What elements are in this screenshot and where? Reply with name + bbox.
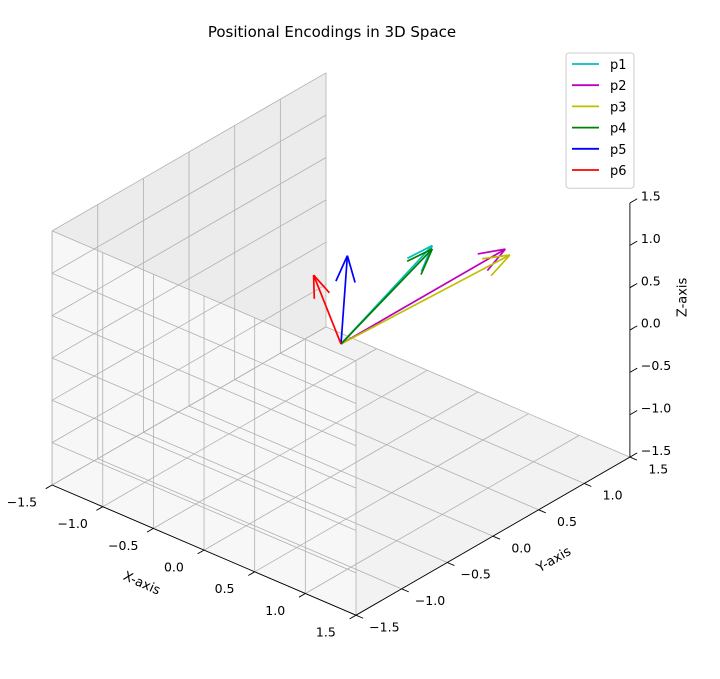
- legend-label-p5: p5: [610, 143, 627, 158]
- vector-p2: [340, 248, 506, 345]
- vector-head: [486, 248, 506, 272]
- vector-head: [482, 254, 511, 260]
- grid-line: [51, 230, 357, 362]
- grid-line: [51, 272, 357, 404]
- legend-label-p3: p3: [610, 100, 627, 115]
- y-tick-label: 0.0: [511, 540, 531, 555]
- vector-p3: [340, 254, 511, 345]
- legend-label-p1: p1: [610, 58, 627, 73]
- vector-head: [490, 254, 511, 277]
- x-tick: [248, 571, 255, 576]
- vector-shaft: [340, 254, 511, 345]
- x-tick-label: 1.5: [316, 625, 336, 640]
- vector-head: [406, 244, 433, 260]
- y-tick: [584, 483, 592, 487]
- y-tick-label: −0.5: [460, 567, 490, 582]
- x-tick-label: 1.0: [265, 603, 285, 618]
- grid-lines: [51, 72, 631, 616]
- vector-p5: [335, 255, 356, 345]
- grid-line: [280, 352, 585, 484]
- x-tick: [298, 593, 306, 598]
- x-tick-label: −0.5: [108, 538, 138, 553]
- x-tick: [45, 484, 53, 490]
- z-tick: [629, 325, 638, 331]
- vector-shaft: [340, 255, 349, 345]
- x-tick-label: −1.5: [7, 494, 37, 509]
- legend-box: [565, 52, 635, 189]
- x-tick-label: 0.0: [164, 559, 184, 574]
- x-axis-label: X-axis: [121, 569, 163, 599]
- x-tick-label: −1.0: [57, 516, 87, 531]
- y-tick-label: −1.0: [415, 593, 445, 608]
- z-tick: [629, 410, 638, 416]
- y-tick: [401, 588, 409, 593]
- legend-label-p2: p2: [610, 79, 627, 94]
- y-tick: [629, 456, 638, 461]
- z-tick-label: 1.0: [641, 231, 661, 246]
- z-tick-label: −1.0: [641, 400, 671, 415]
- y-tick: [492, 535, 501, 540]
- vector-shaft: [340, 248, 506, 345]
- vector-shaft: [312, 274, 342, 345]
- tick-marks: −1.5 −1.5 −1.5 −1.0 −1.0 −1.0 −0.5 −0.5 −0.5 0.0 0…: [7, 189, 671, 640]
- vector-head: [312, 275, 316, 299]
- vector-head: [346, 255, 356, 283]
- vector-shaft: [340, 248, 433, 345]
- y-tick-label: −1.5: [369, 619, 399, 634]
- x-tick-label: 0.5: [215, 581, 235, 596]
- z-tick-label: 0.0: [641, 316, 661, 331]
- vector-head: [420, 248, 434, 275]
- z-tick-label: 0.5: [641, 273, 661, 288]
- z-tick: [629, 367, 638, 373]
- y-tick-label: 0.5: [557, 514, 577, 529]
- z-tick: [629, 452, 638, 458]
- vector-head: [335, 255, 349, 282]
- y-tick: [355, 614, 364, 619]
- vector-head: [406, 248, 433, 263]
- chart-title: Positional Encodings in 3D Space: [208, 23, 456, 41]
- grid-line: [51, 72, 327, 232]
- y-tick-label: 1.0: [603, 488, 623, 503]
- z-tick-label: −1.5: [641, 443, 671, 458]
- legend-label-p6: p6: [610, 164, 627, 179]
- vector-p6: [312, 274, 342, 345]
- y-tick-label: 1.5: [648, 461, 668, 476]
- y-tick: [538, 509, 546, 514]
- y-axis-label: Y-axis: [533, 544, 574, 576]
- vector-p4: [340, 248, 434, 345]
- x-tick: [96, 506, 103, 511]
- grid-line: [51, 114, 327, 274]
- z-axis-label: Z-axis: [676, 277, 691, 317]
- x-tick: [349, 614, 357, 620]
- grid-line: [325, 326, 631, 458]
- x-tick: [197, 549, 205, 555]
- vectors: [312, 244, 511, 345]
- vector-head: [477, 248, 506, 255]
- y-tick: [447, 562, 455, 566]
- x-tick: [146, 528, 154, 533]
- z-tick: [629, 198, 638, 204]
- z-tick-label: −0.5: [641, 358, 671, 373]
- legend-label-p4: p4: [610, 122, 627, 137]
- z-tick: [629, 240, 638, 246]
- z-tick-label: 1.5: [641, 189, 661, 204]
- z-tick: [629, 283, 638, 289]
- vector-head: [312, 274, 331, 294]
- legend: p1 p2 p3 p4 p5 p6: [565, 52, 635, 189]
